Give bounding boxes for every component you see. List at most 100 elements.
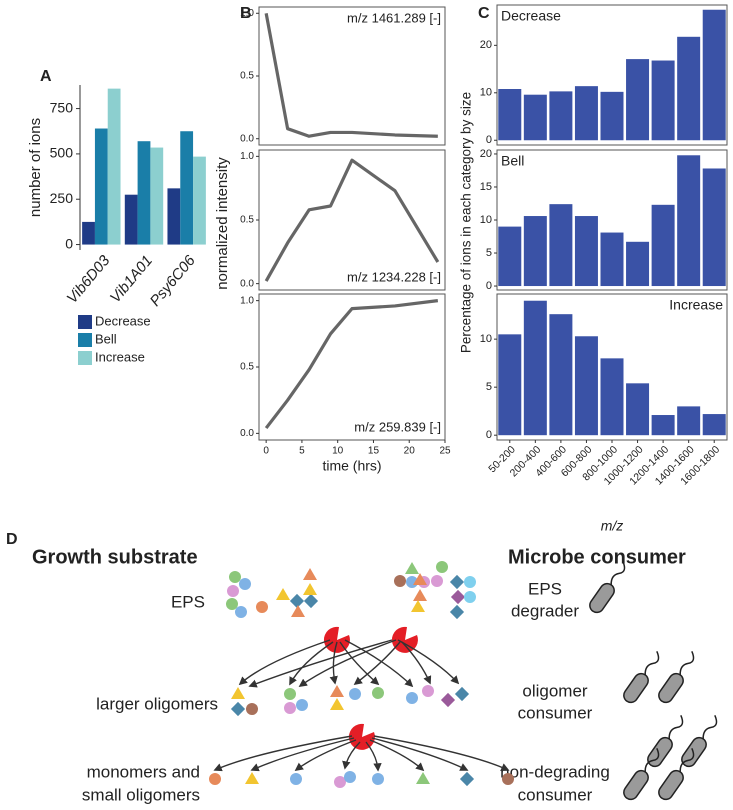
microbe-flagellum	[644, 650, 660, 675]
substrate-label: EPS	[171, 592, 205, 611]
y-tick-label: 0	[486, 134, 492, 146]
arrow	[298, 639, 397, 687]
arrow	[353, 641, 401, 686]
consumer-label: consumer	[518, 785, 593, 804]
facet-title: Bell	[501, 153, 524, 169]
x-tick-label: 5	[299, 446, 305, 457]
sugar-circle	[464, 591, 476, 603]
y-tick-label: 1.0	[240, 295, 254, 306]
sugar-triangle	[413, 589, 427, 601]
sugar-triangle	[330, 685, 344, 697]
microbe-body	[623, 769, 649, 801]
bar	[600, 91, 624, 141]
y-tick-label: 500	[50, 145, 74, 161]
bar	[523, 300, 547, 436]
x-axis-label: m/z	[601, 518, 624, 534]
bar	[574, 86, 598, 141]
facet-title: Decrease	[501, 8, 561, 24]
arrow	[344, 639, 414, 688]
sugar-diamond	[449, 604, 465, 620]
bar	[549, 314, 573, 436]
sugar-triangle	[291, 605, 305, 617]
microbe	[589, 560, 626, 614]
sugar-triangle	[276, 588, 290, 600]
panel-label: B	[240, 5, 252, 22]
y-axis-label: number of ions	[27, 118, 44, 217]
microbe-flagellum	[679, 650, 695, 675]
sugar-circle	[227, 585, 239, 597]
sugar-circle	[394, 575, 406, 587]
bar	[651, 204, 675, 287]
facet-title: Increase	[669, 297, 723, 313]
microbe	[647, 714, 684, 768]
sugar-circle	[349, 688, 361, 700]
y-tick-label: 750	[50, 99, 74, 115]
sugar-circle	[226, 598, 238, 610]
legend-label: Increase	[95, 349, 145, 364]
bar	[180, 131, 194, 245]
sugar-circle	[229, 571, 241, 583]
x-tick-label: Psy6C06	[147, 252, 200, 310]
sugar-circle	[239, 578, 251, 590]
bar	[167, 188, 181, 245]
microbe-body	[647, 736, 673, 768]
sugar-triangle	[231, 687, 245, 699]
microbe-body	[589, 582, 615, 614]
arrow	[238, 639, 331, 686]
sugar-circle	[235, 606, 247, 618]
y-tick-label: 10	[480, 214, 492, 226]
microbe-flagellum	[702, 714, 718, 739]
y-tick-label: 0.0	[240, 278, 254, 289]
legend-label: Decrease	[95, 313, 151, 328]
panel-label: A	[40, 68, 52, 85]
sugar-circle	[431, 575, 443, 587]
legend-label: Bell	[95, 331, 117, 346]
consumer-label: degrader	[511, 601, 579, 620]
sugar-circle	[422, 685, 434, 697]
bar	[600, 358, 624, 436]
consumer-label: EPS	[528, 579, 562, 598]
sugar-circle	[284, 688, 296, 700]
sugar-diamond	[230, 701, 246, 717]
bar	[677, 36, 701, 141]
sugar-circle	[284, 702, 296, 714]
bar	[574, 336, 598, 436]
bar	[193, 156, 206, 245]
y-tick-label: 0.5	[240, 362, 254, 373]
column-title: Microbe consumer	[508, 546, 686, 568]
x-tick-label: 15	[368, 446, 380, 457]
bar	[677, 406, 701, 436]
sugar-circle	[344, 771, 356, 783]
arrow	[248, 639, 393, 688]
enzyme	[348, 723, 375, 750]
y-tick-label: 1.0	[240, 151, 254, 162]
bar	[107, 88, 121, 245]
sugar-circle	[464, 576, 476, 588]
sugar-diamond	[449, 574, 465, 590]
x-axis-label: time (hrs)	[322, 458, 381, 474]
sugar-circle	[296, 699, 308, 711]
enzyme	[391, 626, 418, 653]
arrow	[329, 641, 338, 685]
substrate-label: larger oligomers	[96, 694, 218, 713]
bar	[626, 383, 650, 436]
y-tick-label: 0.0	[240, 428, 254, 439]
sugar-circle	[406, 692, 418, 704]
consumer-label: oligomer	[522, 681, 588, 700]
y-tick-label: 5	[486, 247, 492, 259]
x-tick-label: 25	[439, 446, 451, 457]
series-label: m/z 1461.289 [-]	[347, 10, 441, 25]
series-label: m/z 259.839 [-]	[354, 419, 441, 434]
arrow	[401, 641, 432, 685]
arrow	[289, 641, 334, 686]
y-tick-label: 15	[480, 181, 492, 193]
facet-frame	[496, 4, 728, 146]
arrow	[339, 641, 380, 686]
panel-label: C	[478, 5, 490, 22]
y-tick-label: 0.5	[240, 71, 254, 82]
x-tick-label: 10	[332, 446, 344, 457]
bar	[677, 155, 701, 287]
sugar-triangle	[413, 573, 427, 585]
substrate-label: monomers and	[87, 762, 200, 781]
y-tick-label: 20	[480, 148, 492, 160]
